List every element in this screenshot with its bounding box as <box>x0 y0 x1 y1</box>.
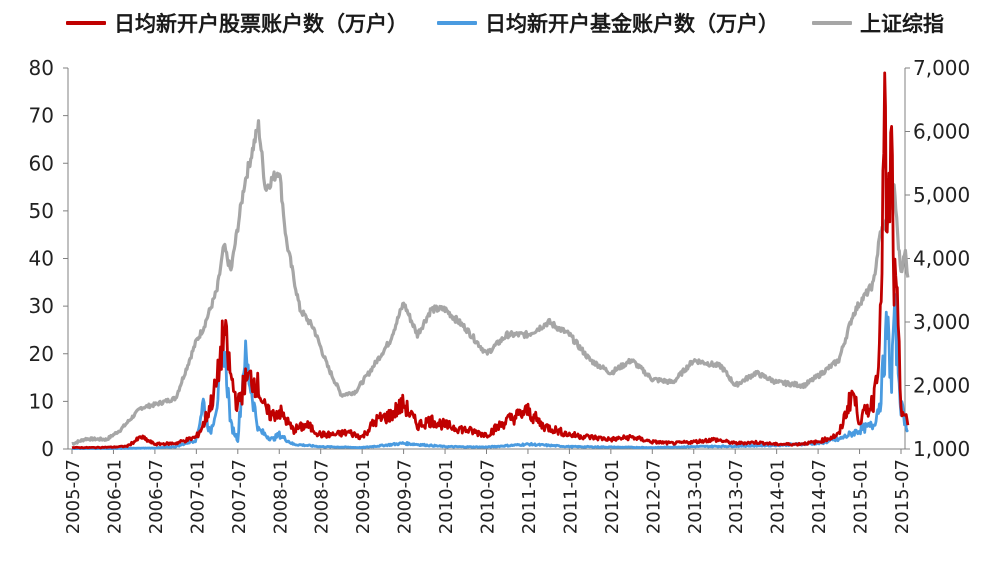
y-left-tick-label: 40 <box>29 247 54 271</box>
y-right-tick-label: 6,000 <box>913 120 970 144</box>
y-left-tick-label: 60 <box>29 151 54 175</box>
y-right-tick-label: 4,000 <box>913 247 970 271</box>
y-right-tick-label: 3,000 <box>913 310 970 334</box>
x-tick-label: 2011-01 <box>519 459 540 534</box>
x-tick-label: 2011-07 <box>560 459 581 534</box>
x-tick-label: 2006-07 <box>146 459 167 534</box>
y-right-tick-label: 5,000 <box>913 183 970 207</box>
x-tick-label: 2010-01 <box>436 459 457 534</box>
x-tick-label: 2015-07 <box>892 459 913 534</box>
legend-swatch-stock <box>66 21 106 25</box>
x-tick-label: 2008-01 <box>270 459 291 534</box>
x-tick-label: 2009-07 <box>395 459 416 534</box>
legend-label-stock: 日均新开户股票账户数（万户） <box>114 12 408 36</box>
series-line-stock-accounts <box>71 71 910 450</box>
y-left-tick-label: 0 <box>41 437 54 461</box>
x-tick-label: 2009-01 <box>353 459 374 534</box>
y-left-tick-label: 50 <box>29 199 54 223</box>
legend-item-stock-accounts: 日均新开户股票账户数（万户） <box>66 8 408 38</box>
x-tick-label: 2007-01 <box>187 459 208 534</box>
x-tick-label: 2006-01 <box>104 459 125 534</box>
x-tick-label: 2013-01 <box>685 459 706 534</box>
legend-swatch-index <box>812 21 852 25</box>
legend-label-fund: 日均新开户基金账户数（万户） <box>485 12 779 36</box>
series-line-shanghai-index <box>71 119 910 446</box>
y-left-tick-label: 70 <box>29 104 54 128</box>
x-tick-label: 2012-01 <box>602 459 623 534</box>
x-tick-label: 2015-01 <box>851 459 872 534</box>
legend-swatch-fund <box>437 21 477 25</box>
x-tick-label: 2013-07 <box>726 459 747 534</box>
x-tick-label: 2012-07 <box>643 459 664 534</box>
y-left-tick-label: 30 <box>29 294 54 318</box>
legend-label-index: 上证综指 <box>860 12 944 36</box>
x-tick-label: 2005-07 <box>63 459 84 534</box>
y-left-tick-label: 80 <box>29 56 54 80</box>
y-right-tick-label: 1,000 <box>913 437 970 461</box>
x-tick-label: 2010-07 <box>478 459 499 534</box>
x-tick-label: 2014-07 <box>809 459 830 534</box>
y-left-tick-label: 10 <box>29 389 54 413</box>
y-left-tick-label: 20 <box>29 342 54 366</box>
y-right-tick-label: 7,000 <box>913 56 970 80</box>
x-tick-label: 2014-01 <box>768 459 789 534</box>
x-tick-label: 2008-07 <box>312 459 333 534</box>
legend: 日均新开户股票账户数（万户） 日均新开户基金账户数（万户） 上证综指 <box>0 0 1006 44</box>
x-tick-label: 2007-07 <box>229 459 250 534</box>
y-right-tick-label: 2,000 <box>913 374 970 398</box>
legend-item-shanghai-index: 上证综指 <box>812 8 944 38</box>
series-line-fund-accounts <box>71 292 909 450</box>
legend-item-fund-accounts: 日均新开户基金账户数（万户） <box>437 8 779 38</box>
